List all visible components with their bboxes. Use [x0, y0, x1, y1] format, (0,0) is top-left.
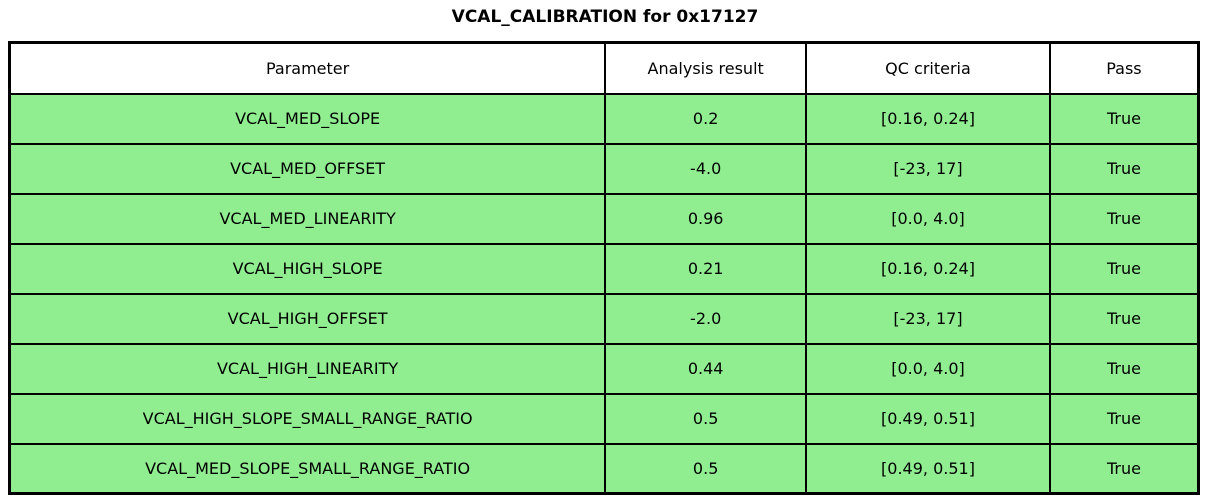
- table-header-row: Parameter Analysis result QC criteria Pa…: [8, 41, 1200, 95]
- cell-analysis-result: 0.96: [604, 192, 808, 245]
- cell-parameter: VCAL_MED_LINEARITY: [8, 192, 607, 245]
- cell-qc-criteria: [-23, 17]: [805, 292, 1051, 345]
- table-row: VCAL_HIGH_LINEARITY 0.44 [0.0, 4.0] True: [8, 342, 1200, 395]
- cell-pass: True: [1048, 342, 1200, 395]
- cell-qc-criteria: [0.49, 0.51]: [805, 392, 1051, 445]
- cell-qc-criteria: [0.16, 0.24]: [805, 242, 1051, 295]
- cell-analysis-result: 0.5: [604, 442, 808, 495]
- cell-pass: True: [1048, 392, 1200, 445]
- cell-analysis-result: 0.44: [604, 342, 808, 395]
- cell-qc-criteria: [0.16, 0.24]: [805, 92, 1051, 145]
- column-header-analysis-result: Analysis result: [604, 41, 808, 95]
- column-header-qc-criteria: QC criteria: [805, 41, 1051, 95]
- table-row: VCAL_MED_SLOPE 0.2 [0.16, 0.24] True: [8, 92, 1200, 145]
- cell-pass: True: [1048, 92, 1200, 145]
- table-row: VCAL_MED_SLOPE_SMALL_RANGE_RATIO 0.5 [0.…: [8, 442, 1200, 495]
- table-row: VCAL_HIGH_SLOPE_SMALL_RANGE_RATIO 0.5 [0…: [8, 392, 1200, 445]
- cell-analysis-result: 0.5: [604, 392, 808, 445]
- cell-analysis-result: 0.21: [604, 242, 808, 295]
- table-row: VCAL_HIGH_SLOPE 0.21 [0.16, 0.24] True: [8, 242, 1200, 295]
- cell-parameter: VCAL_HIGH_OFFSET: [8, 292, 607, 345]
- table-row: VCAL_HIGH_OFFSET -2.0 [-23, 17] True: [8, 292, 1200, 345]
- cell-parameter: VCAL_MED_SLOPE: [8, 92, 607, 145]
- cell-qc-criteria: [0.0, 4.0]: [805, 192, 1051, 245]
- cell-pass: True: [1048, 442, 1200, 495]
- figure-title: VCAL_CALIBRATION for 0x17127: [451, 7, 759, 27]
- cell-qc-criteria: [0.0, 4.0]: [805, 342, 1051, 395]
- cell-analysis-result: -2.0: [604, 292, 808, 345]
- cell-pass: True: [1048, 192, 1200, 245]
- cell-parameter: VCAL_HIGH_SLOPE_SMALL_RANGE_RATIO: [8, 392, 607, 445]
- cell-qc-criteria: [0.49, 0.51]: [805, 442, 1051, 495]
- table-row: VCAL_MED_LINEARITY 0.96 [0.0, 4.0] True: [8, 192, 1200, 245]
- column-header-pass: Pass: [1048, 41, 1200, 95]
- table-row: VCAL_MED_OFFSET -4.0 [-23, 17] True: [8, 142, 1200, 195]
- cell-pass: True: [1048, 242, 1200, 295]
- cell-pass: True: [1048, 292, 1200, 345]
- cell-parameter: VCAL_HIGH_LINEARITY: [8, 342, 607, 395]
- column-header-parameter: Parameter: [8, 41, 607, 95]
- cell-qc-criteria: [-23, 17]: [805, 142, 1051, 195]
- cell-analysis-result: 0.2: [604, 92, 808, 145]
- cell-parameter: VCAL_MED_OFFSET: [8, 142, 607, 195]
- cell-parameter: VCAL_MED_SLOPE_SMALL_RANGE_RATIO: [8, 442, 607, 495]
- qc-table: Parameter Analysis result QC criteria Pa…: [8, 41, 1200, 495]
- cell-analysis-result: -4.0: [604, 142, 808, 195]
- cell-pass: True: [1048, 142, 1200, 195]
- cell-parameter: VCAL_HIGH_SLOPE: [8, 242, 607, 295]
